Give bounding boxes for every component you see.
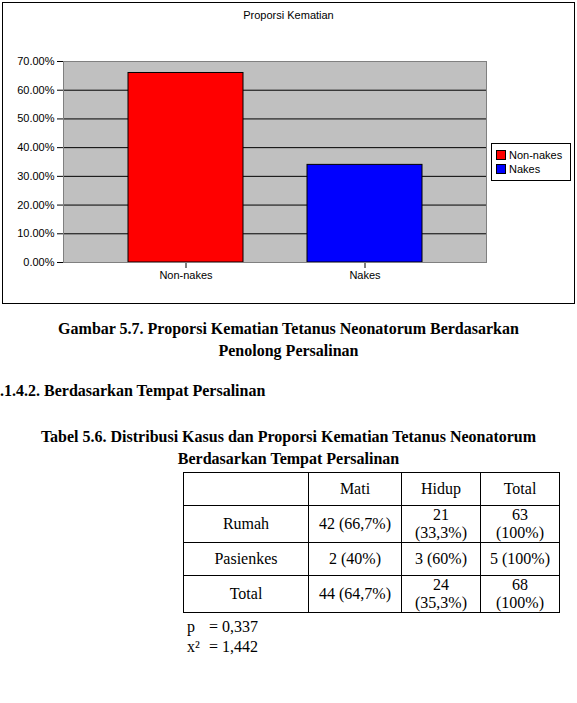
svg-text:40.00%: 40.00% (17, 141, 55, 153)
html-text:Pasienkes: Pasienkes (214, 550, 278, 567)
html-text:63 (100%): 63 (100%) (496, 506, 544, 541)
html-text:3 (60%): 3 (60%) (415, 550, 467, 567)
html-text:21 (33,3%): 21 (33,3%) (415, 506, 467, 541)
html-text:2 (40%): 2 (40%) (329, 550, 381, 567)
html-text:44 (64,7%): 44 (64,7%) (319, 585, 391, 602)
html-text:Proporsi Kematian: Proporsi Kematian (243, 9, 334, 21)
html-text:Mati: Mati (339, 480, 371, 497)
html-text:42 (66,7%): 42 (66,7%) (319, 515, 391, 532)
html-text:68 (100%): 68 (100%) (496, 576, 544, 611)
html-text:24 (35,3%): 24 (35,3%) (415, 576, 467, 611)
html-text:Penolong Persalinan: Penolong Persalinan (218, 342, 359, 359)
html-text:5 (100%): 5 (100%) (490, 550, 550, 567)
html-text:Total: Total (503, 480, 537, 497)
html-text:Non-nakes: Non-nakes (509, 149, 563, 161)
html-text:.1.4.2. Berdasarkan Tempat Per: .1.4.2. Berdasarkan Tempat Persalinan (0, 382, 266, 399)
html-text:Gambar 5.7. Proporsi Kematian: Gambar 5.7. Proporsi Kematian Tetanus Ne… (58, 320, 519, 337)
svg-text:Nakes: Nakes (349, 269, 381, 281)
svg-text:20.00%: 20.00% (17, 199, 55, 211)
svg-text:70.00%: 70.00% (17, 55, 55, 67)
html-text:p: p (187, 618, 195, 635)
html-text:Nakes: Nakes (509, 163, 541, 175)
html-text:x²: x² (187, 638, 200, 655)
html-text:Berdasarkan Tempat Persalinan: Berdasarkan Tempat Persalinan (177, 450, 400, 467)
html-text:Tabel 5.6. Distribusi Kasus da: Tabel 5.6. Distribusi Kasus dan Proporsi… (40, 428, 537, 445)
html-text:= 0,337: = 0,337 (209, 618, 258, 635)
html-text:Hidup: Hidup (421, 480, 461, 497)
svg-text:60.00%: 60.00% (17, 84, 55, 96)
svg-text:Non-nakes: Non-nakes (159, 269, 213, 281)
svg-text:0.00%: 0.00% (23, 256, 54, 268)
svg-text:30.00%: 30.00% (17, 170, 55, 182)
html-text:= 1,442: = 1,442 (209, 638, 258, 655)
svg-text:10.00%: 10.00% (17, 227, 55, 239)
html-text:Total: Total (229, 585, 263, 602)
html-text:Rumah: Rumah (222, 515, 270, 532)
svg-text:50.00%: 50.00% (17, 112, 55, 124)
